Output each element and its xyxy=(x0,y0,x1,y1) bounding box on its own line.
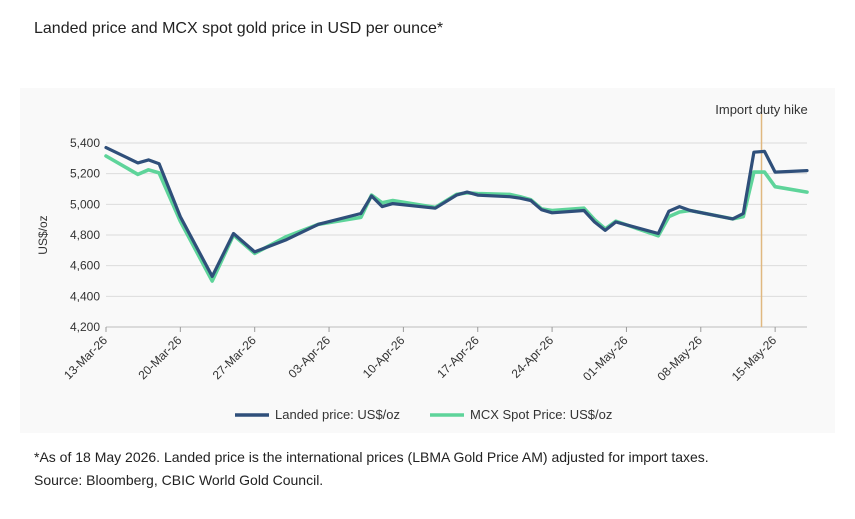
series-line-landed-price xyxy=(104,145,809,278)
x-tick-label: 08-May-26 xyxy=(654,333,705,384)
chart-title: Landed price and MCX spot gold price in … xyxy=(34,20,444,37)
x-tick-label: 01-May-26 xyxy=(580,333,631,384)
y-tick-label: 5,200 xyxy=(70,167,100,181)
x-tick-label: 24-Apr-26 xyxy=(509,333,557,381)
footnote-source: Source: Bloomberg, CBIC World Gold Counc… xyxy=(34,472,324,488)
y-tick-label: 5,400 xyxy=(70,136,100,150)
x-tick-label: 13-Mar-26 xyxy=(61,333,110,382)
y-tick-label: 5,000 xyxy=(70,197,100,211)
x-tick-label: 27-Mar-26 xyxy=(210,333,259,382)
x-tick-label: 20-Mar-26 xyxy=(135,333,184,382)
x-tick-label: 10-Apr-26 xyxy=(360,333,408,381)
legend-label: Landed price: US$/oz xyxy=(275,407,400,422)
x-tick-label: 03-Apr-26 xyxy=(286,333,334,381)
y-axis-label: US$/oz xyxy=(36,215,50,254)
footnote: *As of 18 May 2026. Landed price is the … xyxy=(34,446,709,492)
legend-label: MCX Spot Price: US$/oz xyxy=(470,407,612,422)
x-tick-label: 17-Apr-26 xyxy=(434,333,482,381)
series-line-mcx-spot-price xyxy=(104,154,809,283)
import-duty-label: Import duty hike xyxy=(715,102,808,117)
y-tick-label: 4,600 xyxy=(70,259,100,273)
line-chart: 4,200 4,400 4,600 4,800 5,000 5,200 5,400 13-Ma… xyxy=(36,102,809,422)
chart-area: 4,200 4,400 4,600 4,800 5,000 5,200 5,400 13-Ma… xyxy=(20,88,835,433)
y-tick-label: 4,400 xyxy=(70,289,100,303)
footnote-note: *As of 18 May 2026. Landed price is the … xyxy=(34,449,709,465)
x-tick-label: 15-May-26 xyxy=(729,333,780,384)
y-tick-label: 4,800 xyxy=(70,228,100,242)
y-tick-label: 4,200 xyxy=(70,320,100,334)
